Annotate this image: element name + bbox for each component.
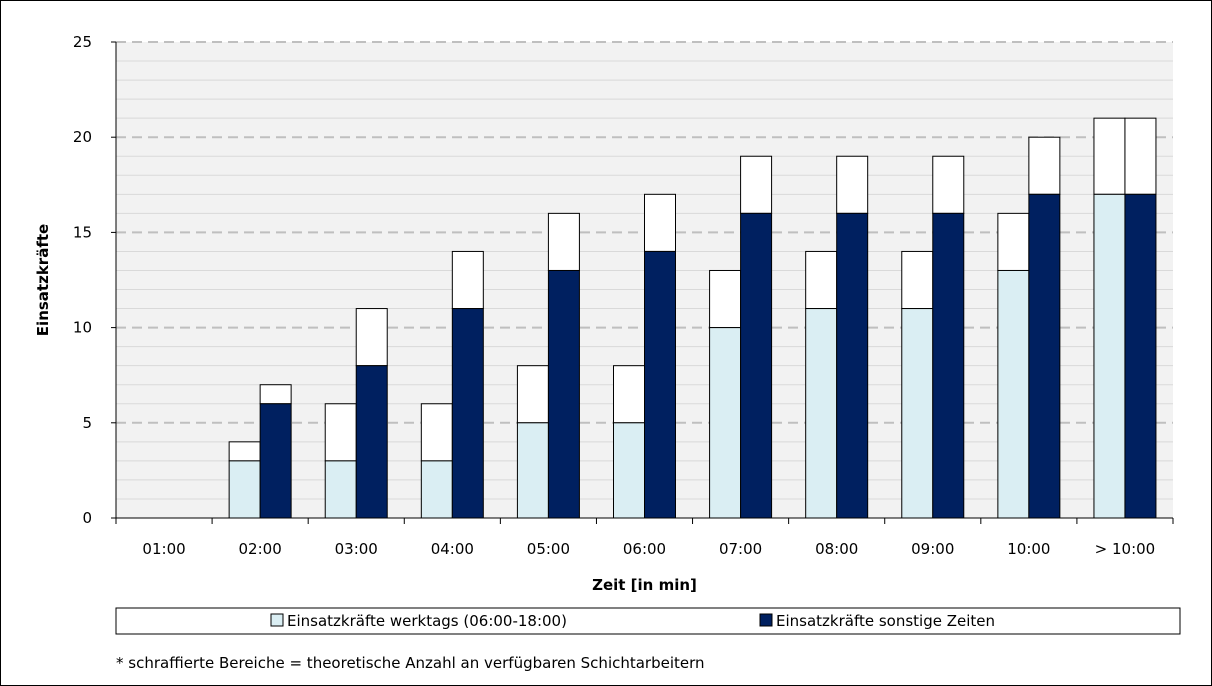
bar-other [644,250,676,519]
bar-other [1124,193,1157,519]
bar-other [740,212,773,519]
bar-weekday [1093,193,1126,519]
bar-hatched-other [836,155,869,214]
x-tick-label: 03:00 [335,540,378,558]
bar-hatched-other [1124,117,1157,195]
bar-hatched-weekday [228,441,261,462]
legend: Einsatzkräfte werktags (06:00-18:00) Ein… [115,607,1181,635]
bar-other [836,212,869,519]
bar-weekday [997,269,1030,519]
legend-swatch-other [759,613,773,627]
y-tick-label: 0 [82,509,92,527]
x-tick-label: 01:00 [142,540,185,558]
bar-other [547,269,580,519]
bar-hatched-weekday [1093,117,1126,195]
bar-hatched-other [932,155,965,214]
bar-other [259,403,292,519]
y-tick-label: 5 [82,414,92,432]
bar-weekday [613,422,645,519]
legend-swatch-weekday [270,613,284,627]
bar-other [932,212,965,519]
x-tick-label: > 10:00 [1095,540,1156,558]
bar-weekday [228,460,261,519]
bars [228,117,1157,519]
footnote: * schraffierte Bereiche = theoretische A… [116,654,705,672]
bar-weekday [709,327,742,519]
x-tick-label: 07:00 [719,540,762,558]
x-tick-label: 02:00 [239,540,282,558]
y-tick-label: 25 [73,33,92,51]
y-axis-label: Einsatzkräfte [34,224,52,336]
bar-hatched-weekday [420,403,453,462]
bar-hatched-other [547,212,580,271]
bar-other [355,365,388,519]
bar-weekday [901,308,934,519]
bar-hatched-weekday [805,250,838,310]
bar-weekday [805,308,838,519]
legend-label-weekday: Einsatzkräfte werktags (06:00-18:00) [287,612,567,630]
x-tick-label: 08:00 [815,540,858,558]
x-tick-label: 05:00 [527,540,570,558]
bar-weekday [516,422,549,519]
bar-hatched-other [740,155,773,214]
bar-weekday [420,460,453,519]
bar-hatched-other [355,308,388,367]
y-tick-label: 15 [73,223,92,241]
bar-other [1028,193,1061,519]
x-axis-label: Zeit [in min] [592,576,697,594]
x-tick-label: 10:00 [1007,540,1050,558]
axes: 0 5 10 15 20 25 01:00 02:00 03:00 04:00 05:00 06:00… [73,33,1174,558]
bar-hatched-other [1028,136,1061,195]
x-tick-label: 04:00 [431,540,474,558]
bar-weekday [324,460,357,519]
legend-label-other: Einsatzkräfte sonstige Zeiten [776,612,995,630]
bar-hatched-weekday [997,212,1030,271]
bar-hatched-weekday [901,250,934,310]
legend-box [115,607,1181,635]
y-tick-label: 10 [73,319,92,337]
bar-hatched-other [451,250,484,310]
bar-hatched-other [644,193,676,252]
x-tick-label: 09:00 [911,540,954,558]
x-tick-label: 06:00 [623,540,666,558]
bar-hatched-other [259,384,292,405]
bar-other [451,308,484,519]
bar-hatched-weekday [324,403,357,462]
bar-hatched-weekday [613,365,645,424]
bar-hatched-weekday [516,365,549,424]
bar-hatched-weekday [709,269,742,329]
y-tick-label: 20 [73,128,92,146]
